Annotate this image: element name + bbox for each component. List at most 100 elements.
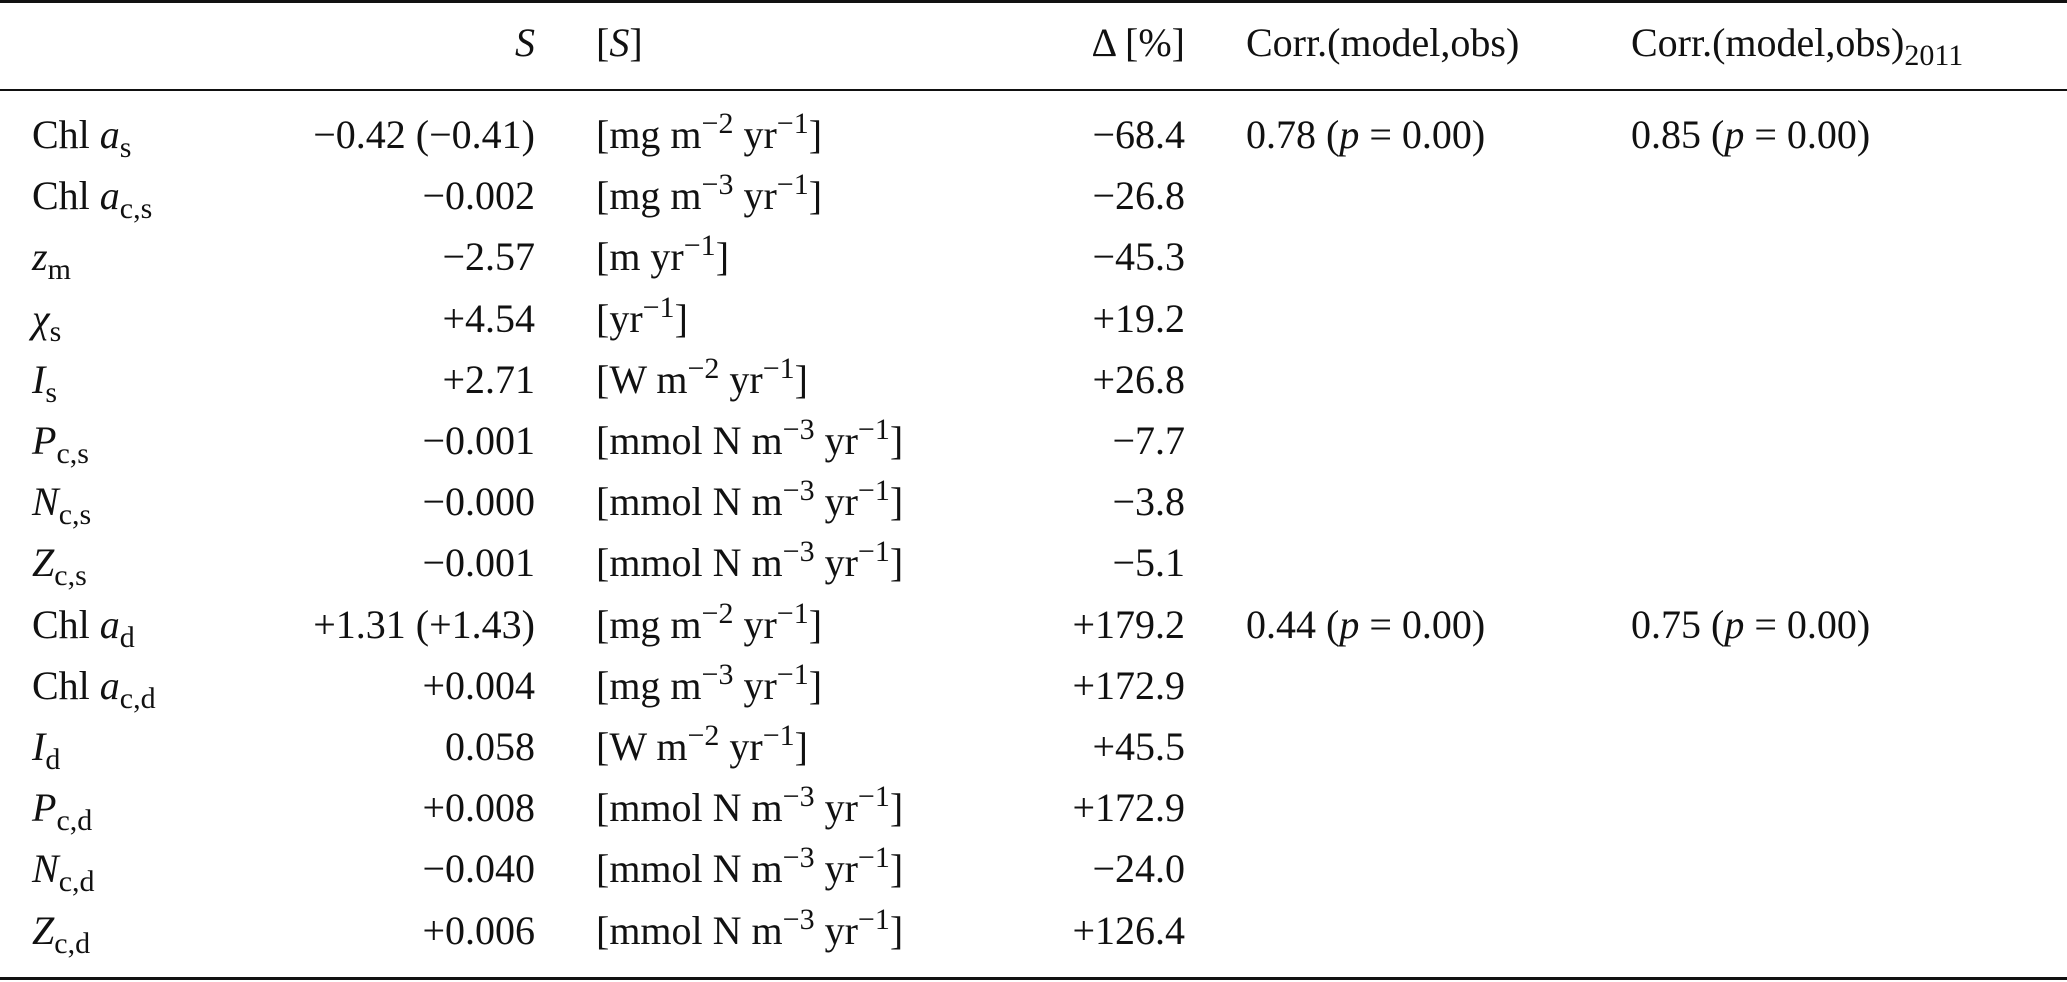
unit-close: ]: [889, 907, 904, 953]
unit-part: [mmol N m: [596, 907, 783, 953]
variable-symbol: Z: [32, 540, 55, 586]
variable-symbol: P: [32, 785, 57, 831]
header-s-symbol: S: [515, 20, 535, 65]
unit-exponent: −3: [782, 902, 815, 936]
correlation-value: 0.44 (: [1246, 601, 1340, 647]
table-row: zm −2.57 [m yr−1] −45.3: [0, 226, 2067, 287]
correlation: 0.44 (p = 0.00): [1246, 594, 1586, 655]
unit-part: [yr: [596, 295, 643, 341]
unit-close: ]: [889, 540, 904, 586]
unit-close: ]: [794, 724, 808, 769]
variable-name: Chl ac,s: [32, 165, 232, 226]
variable-subscript: c,s: [58, 498, 92, 532]
variable-name: Id: [32, 716, 232, 777]
unit-exponent: −1: [857, 474, 890, 508]
variable-subscript: s: [45, 375, 58, 409]
variable-name: Nc,s: [32, 471, 232, 532]
unit-exponent: −2: [687, 351, 720, 385]
unit-close: ]: [808, 662, 823, 708]
unit-exponent: −1: [762, 351, 795, 385]
variable-symbol: a: [99, 601, 120, 647]
header-s: S: [150, 12, 535, 73]
table-row: Zc,s −0.001 [mmol N m−3 yr−1] −5.1: [0, 532, 2067, 593]
unit-exponent: −3: [701, 657, 734, 691]
unit-close: ]: [889, 418, 904, 463]
header-row: S [S] Δ [%] Corr.(model,obs) Corr.(model…: [0, 12, 2067, 73]
variable-symbol: I: [32, 356, 46, 402]
variable-subscript: s: [119, 131, 132, 164]
variable-subscript: d: [119, 620, 135, 654]
variable-prefix: Chl: [32, 112, 100, 157]
variable-symbol: a: [99, 173, 120, 219]
trend-value: +0.004: [422, 662, 535, 708]
delta-percent: −68.4: [1092, 112, 1185, 157]
unit-part: yr: [814, 418, 858, 463]
delta-percent: −45.3: [1092, 234, 1185, 280]
unit-part: yr: [814, 846, 858, 892]
unit: [mg m−2 yr−1]: [596, 594, 1016, 655]
unit: [W m−2 yr−1]: [596, 349, 1016, 410]
variable-prefix: Chl: [32, 601, 100, 647]
table-row: Chl ad +1.31 (+1.43) [mg m−2 yr−1] +179.2 0.…: [0, 594, 2067, 655]
table-row: Is +2.71 [W m−2 yr−1] +26.8: [0, 349, 2067, 410]
variable-subscript: c,d: [56, 804, 93, 838]
unit-part: yr: [733, 112, 777, 157]
variable-symbol: I: [32, 724, 46, 769]
p-value: = 0.00): [1744, 112, 1871, 157]
delta-percent: −26.8: [1092, 173, 1185, 219]
delta-percent: +19.2: [1092, 295, 1185, 341]
unit-part: yr: [719, 356, 763, 402]
delta-percent: −3.8: [1112, 479, 1185, 525]
unit-close: ]: [794, 356, 808, 402]
header-unit-close: ]: [629, 20, 643, 65]
header-unit-open: [: [596, 20, 610, 65]
correlation-2011: 0.75 (p = 0.00): [1631, 594, 2051, 655]
unit-exponent: −1: [857, 413, 890, 446]
unit-close: ]: [889, 479, 904, 525]
trend-value: −2.57: [442, 234, 535, 280]
unit-exponent: −3: [701, 168, 734, 202]
table-row: Pc,s −0.001 [mmol N m−3 yr−1] −7.7: [0, 410, 2067, 471]
trend-value: +1.31 (+1.43): [313, 601, 535, 647]
delta-percent: −7.7: [1112, 418, 1185, 463]
unit: [mmol N m−3 yr−1]: [596, 777, 1016, 838]
unit-part: [W m: [596, 724, 688, 769]
unit-exponent: −1: [857, 535, 890, 569]
table-row: Chl ac,s −0.002 [mg m−3 yr−1] −26.8: [0, 165, 2067, 226]
variable-symbol: χ: [32, 295, 50, 341]
variable-name: χs: [32, 288, 232, 349]
unit: [mg m−3 yr−1]: [596, 165, 1016, 226]
unit-exponent: −1: [642, 290, 675, 324]
variable-name: Zc,d: [32, 900, 232, 961]
variable-symbol: N: [32, 846, 59, 892]
table-row: Id 0.058 [W m−2 yr−1] +45.5: [0, 716, 2067, 777]
variable-symbol: a: [99, 662, 120, 708]
header-delta: Δ [%]: [1091, 20, 1185, 65]
unit: [yr−1]: [596, 288, 1016, 349]
correlation-value: 0.85 (: [1631, 112, 1725, 157]
unit-part: [mmol N m: [596, 479, 783, 525]
unit-part: yr: [733, 601, 777, 647]
unit: [mmol N m−3 yr−1]: [596, 410, 1016, 471]
trend-value: +0.006: [422, 907, 535, 953]
variable-symbol: P: [32, 418, 57, 463]
unit-exponent: −2: [701, 107, 734, 140]
variable-subscript: c,s: [56, 437, 89, 470]
delta-percent: +26.8: [1092, 356, 1185, 402]
variable-name: Is: [32, 349, 232, 410]
unit-part: yr: [814, 540, 858, 586]
variable-name: zm: [32, 226, 232, 287]
delta-percent: +179.2: [1072, 601, 1185, 647]
unit-part: yr: [814, 907, 858, 953]
unit: [mmol N m−3 yr−1]: [596, 471, 1016, 532]
variable-name: Nc,d: [32, 838, 232, 899]
unit-exponent: −2: [687, 719, 720, 752]
unit-exponent: −2: [701, 596, 734, 630]
variable-symbol: Z: [32, 907, 55, 953]
bottom-rule: [0, 977, 2067, 980]
header-rule: [0, 89, 2067, 91]
delta-percent: +126.4: [1072, 907, 1185, 953]
table-row: Pc,d +0.008 [mmol N m−3 yr−1] +172.9: [0, 777, 2067, 838]
variable-name: Chl ad: [32, 594, 232, 655]
